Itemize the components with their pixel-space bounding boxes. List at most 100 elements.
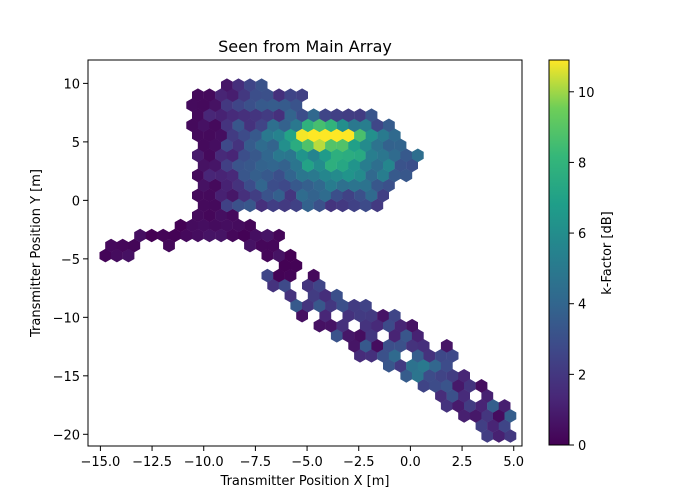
hexbin-cell — [498, 419, 511, 433]
hexbin-cell — [261, 268, 274, 283]
hexbin-cell — [354, 168, 366, 183]
hexbin-cell — [273, 168, 285, 183]
hexbin-cell — [319, 148, 332, 163]
hexbin-cell — [290, 98, 303, 112]
hexbin-cell — [192, 168, 204, 183]
hexbin-cell — [284, 108, 297, 123]
hexbin-cell — [359, 178, 372, 193]
y-tick-label: −5 — [61, 253, 80, 268]
hexbin-cell — [348, 178, 361, 193]
hexbin-cell — [504, 409, 517, 423]
y-tick-label: −15 — [53, 370, 80, 385]
colorbar-tick-label: 0 — [578, 439, 586, 454]
hexbin-cell — [504, 429, 517, 443]
hexbin-cell — [383, 339, 395, 353]
hexbin-cell — [498, 399, 511, 413]
hexbin-cell — [238, 168, 251, 183]
hexbin-cell — [313, 158, 326, 173]
hexbin-cell — [423, 369, 436, 383]
hexbin-cell — [336, 118, 349, 133]
hexbin-cell — [232, 218, 245, 233]
hexbin-cell — [319, 108, 332, 123]
hexbin-cell — [406, 318, 418, 333]
hexbin-cell — [325, 318, 337, 333]
hexbin-cell — [371, 138, 384, 153]
x-tick-label: −15.0 — [80, 455, 120, 470]
hexbin-cell — [435, 389, 447, 403]
hexbin-cell — [197, 118, 210, 133]
hexbin-cell — [342, 168, 355, 183]
hexbin-cell — [313, 278, 326, 293]
hexbin-cell — [435, 369, 447, 383]
hexbin-cell — [388, 128, 401, 143]
hexbin-cell — [267, 98, 280, 112]
hexbin-cell — [325, 178, 337, 193]
hexbin-cell — [244, 118, 256, 133]
hexbin-cell — [464, 379, 476, 393]
hexbin-cell — [359, 318, 372, 333]
hexbin-cell — [348, 198, 361, 213]
hexbin-cell — [209, 118, 222, 133]
hexbin-cell — [325, 198, 337, 213]
hexbin-cell — [134, 228, 146, 243]
hexbin-cell — [186, 218, 199, 233]
hexbin-cell — [319, 168, 332, 183]
hexbin-cell — [249, 228, 262, 243]
hexbin-cell — [446, 389, 459, 403]
hexbin-cell — [487, 419, 499, 433]
hexbin-cell — [267, 178, 280, 193]
hexbin-cell — [203, 208, 216, 223]
hexbin-cell — [400, 369, 413, 383]
hexbin-cell — [446, 369, 459, 383]
hexbin-cell — [192, 128, 204, 143]
hexbin-cell — [203, 188, 216, 203]
hexbin-cell — [377, 188, 389, 203]
hexbin-cell — [221, 138, 233, 153]
x-tick-label: −12.5 — [132, 455, 172, 470]
hexbin-cell — [365, 168, 378, 183]
x-axis-label: Transmitter Position X [m] — [220, 474, 390, 489]
hexbin-cell — [261, 108, 274, 123]
hexbin-cell — [440, 399, 453, 413]
hexbin-cell — [440, 339, 453, 353]
hexbin-cell — [244, 198, 256, 213]
hexbin-cell — [296, 128, 308, 143]
hexbin-cell — [284, 288, 297, 303]
y-tick-label: 10 — [63, 77, 80, 92]
hexbin-cell — [111, 248, 123, 263]
hexbin-cell — [325, 118, 337, 133]
hexbin-cell — [325, 158, 337, 173]
hexbin-cell — [365, 308, 378, 323]
hexbin-cell — [469, 409, 482, 423]
hexbin-cell — [244, 238, 256, 253]
hexbin-cell — [319, 188, 332, 203]
hexbin-cell — [221, 158, 233, 173]
hexbin-cell — [186, 98, 199, 112]
hexbin-cell — [232, 198, 245, 213]
hexbin-cell — [192, 188, 204, 203]
hexbin-cell — [221, 98, 233, 112]
hexbin-cell — [400, 168, 413, 183]
hexbin-cell — [411, 328, 424, 343]
hexbin-cell — [307, 168, 320, 183]
x-axis-ticks: −15.0 −12.5 −10.0 −7.5 −5.0 −2.5 0.0 2.5 5.0 — [80, 446, 524, 470]
hexbin-cell — [383, 359, 395, 373]
hexbin-cell — [475, 419, 488, 433]
x-tick-label: −5.0 — [291, 455, 323, 470]
hexbin-cell — [348, 138, 361, 153]
hexbin-cell — [267, 238, 280, 253]
hexbin-cell — [319, 128, 332, 143]
hexbin-cell — [244, 78, 256, 92]
hexbin-cell — [354, 108, 366, 123]
hexbin-cell — [192, 228, 204, 243]
hexbin-cell — [221, 218, 233, 233]
hexbin-cell — [435, 349, 447, 363]
hexbin-cell — [354, 148, 366, 163]
hexbin-cell — [388, 308, 401, 323]
hexbin-cell — [261, 248, 274, 263]
hexbin-cell — [273, 188, 285, 203]
hexbin-cell — [336, 178, 349, 193]
hexbin-cell — [99, 248, 112, 263]
hexbin-cell — [377, 308, 389, 323]
hexbin-cell — [388, 328, 401, 343]
